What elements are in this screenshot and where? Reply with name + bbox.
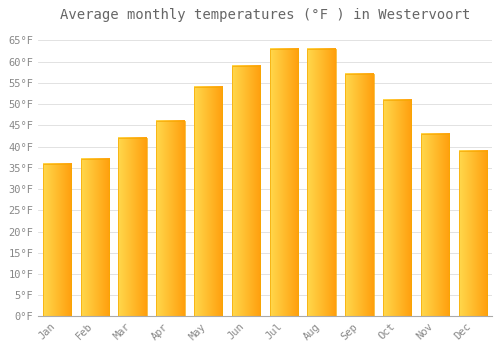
Bar [43, 163, 72, 316]
Bar [194, 87, 222, 316]
Bar [308, 49, 336, 316]
Bar [118, 138, 147, 316]
Title: Average monthly temperatures (°F ) in Westervoort: Average monthly temperatures (°F ) in We… [60, 8, 470, 22]
Bar [80, 159, 109, 316]
Bar [232, 66, 260, 316]
Bar [383, 100, 412, 316]
Bar [270, 49, 298, 316]
Bar [345, 75, 374, 316]
Bar [156, 121, 184, 316]
Bar [421, 134, 449, 316]
Bar [458, 151, 487, 316]
